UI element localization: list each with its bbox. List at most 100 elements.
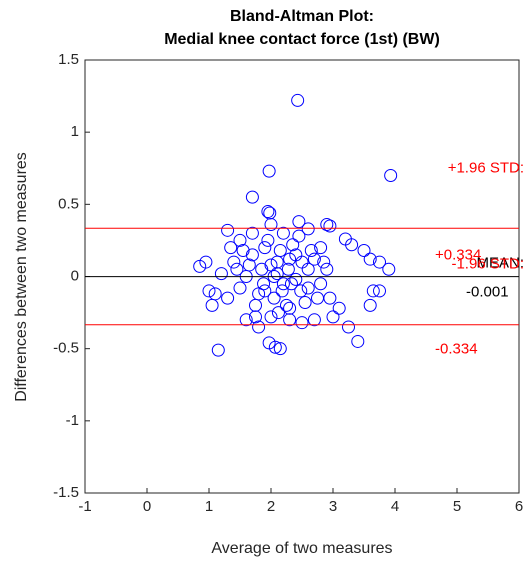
x-tick-label: 6 (515, 498, 523, 515)
point (202, 284, 216, 298)
x-tick-label: 3 (329, 498, 337, 515)
reference-name: -1.96 STD: (451, 256, 524, 273)
point (261, 205, 275, 219)
point (363, 252, 377, 266)
point (255, 262, 269, 276)
point (245, 248, 259, 262)
point (382, 262, 396, 276)
point (258, 241, 272, 255)
point (289, 272, 303, 286)
y-axis-label: Differences between two measures (13, 152, 30, 402)
x-tick-label: 0 (143, 498, 151, 515)
point (363, 298, 377, 312)
point (242, 258, 256, 272)
point (320, 262, 334, 276)
point (245, 190, 259, 204)
point (314, 241, 328, 255)
point (323, 219, 337, 233)
point (357, 244, 371, 258)
point (342, 320, 355, 334)
point (268, 340, 282, 354)
x-axis-label: Average of two measures (211, 540, 392, 557)
point (301, 262, 315, 276)
point (301, 222, 315, 236)
reference-name: +1.96 STD: (448, 159, 524, 176)
point (271, 306, 285, 320)
point (233, 281, 247, 295)
x-tick-label: 4 (391, 498, 399, 515)
y-tick-label: 0 (71, 267, 79, 284)
chart-title: Bland-Altman Plot: (230, 8, 374, 25)
point (366, 284, 380, 298)
reference-label: -0.001 (466, 284, 509, 301)
point (214, 267, 228, 281)
point (373, 284, 386, 298)
point (199, 255, 213, 269)
point (264, 218, 278, 232)
y-tick-label: 1 (71, 123, 79, 140)
x-tick-label: 2 (267, 498, 275, 515)
x-tick-label: 1 (205, 498, 213, 515)
point (208, 287, 222, 301)
point (384, 168, 398, 182)
point (270, 255, 284, 269)
point (262, 164, 276, 178)
point (257, 277, 271, 291)
reference-name: MEAN: (476, 255, 524, 272)
point (267, 291, 281, 305)
point (345, 238, 359, 252)
point (301, 281, 315, 295)
point (307, 252, 321, 266)
reference-label: +0.334 (435, 246, 481, 263)
point (292, 229, 306, 243)
point (258, 284, 272, 298)
y-tick-label: 0.5 (58, 195, 79, 212)
y-tick-label: -0.5 (53, 340, 79, 357)
point (307, 313, 321, 327)
point (252, 320, 266, 334)
point (227, 255, 241, 269)
point (323, 291, 337, 305)
point (286, 238, 300, 252)
point (261, 233, 275, 247)
point (236, 244, 250, 258)
point (298, 295, 312, 309)
point (280, 298, 293, 312)
point (317, 255, 331, 269)
point (211, 343, 225, 357)
point (295, 316, 309, 330)
point (224, 241, 238, 255)
point (294, 284, 308, 298)
point (249, 298, 262, 312)
point (304, 244, 318, 258)
point (239, 313, 253, 327)
reference-label: -0.334 (435, 341, 478, 358)
point (283, 301, 297, 315)
point (276, 226, 290, 240)
point (284, 277, 298, 291)
chart-title: Medial knee contact force (1st) (BW) (164, 31, 440, 48)
point (281, 262, 295, 276)
point (373, 255, 386, 269)
point (326, 310, 340, 324)
point (314, 277, 328, 291)
y-tick-label: -1 (66, 412, 79, 429)
point (233, 233, 247, 247)
point (221, 291, 235, 305)
point (292, 215, 306, 229)
point (289, 248, 303, 262)
point (221, 223, 235, 237)
y-tick-label: -1.5 (53, 484, 79, 501)
x-tick-label: -1 (78, 498, 91, 515)
point (332, 301, 346, 315)
point (291, 93, 305, 107)
point (230, 262, 244, 276)
point (275, 284, 289, 298)
x-tick-label: 5 (453, 498, 461, 515)
y-tick-label: 1.5 (58, 51, 79, 68)
point (264, 310, 278, 324)
point (245, 226, 259, 240)
point (276, 277, 290, 291)
point (351, 334, 365, 348)
